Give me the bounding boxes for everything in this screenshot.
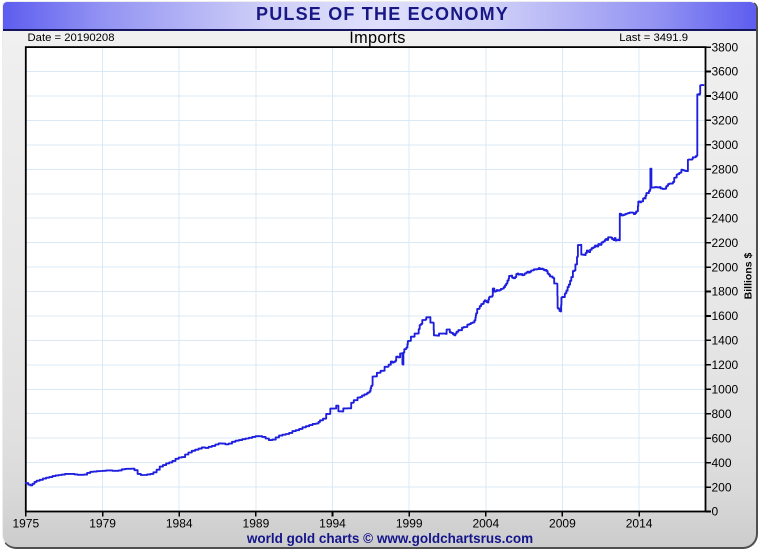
svg-text:800: 800 (712, 407, 732, 421)
svg-text:1999: 1999 (396, 517, 423, 531)
svg-text:2004: 2004 (472, 517, 499, 531)
svg-text:2400: 2400 (712, 211, 739, 225)
svg-text:Billions $: Billions $ (743, 253, 755, 300)
svg-text:1975: 1975 (12, 517, 39, 531)
svg-text:600: 600 (712, 431, 732, 445)
svg-text:2000: 2000 (712, 260, 739, 274)
svg-text:2009: 2009 (549, 517, 576, 531)
svg-text:1800: 1800 (712, 285, 739, 299)
svg-text:400: 400 (712, 456, 732, 470)
svg-text:1400: 1400 (712, 334, 739, 348)
svg-text:1200: 1200 (712, 358, 739, 372)
svg-text:3200: 3200 (712, 114, 739, 128)
svg-text:2800: 2800 (712, 163, 739, 177)
svg-text:3800: 3800 (712, 40, 739, 54)
svg-text:1994: 1994 (319, 517, 346, 531)
svg-text:3000: 3000 (712, 138, 739, 152)
svg-text:1600: 1600 (712, 309, 739, 323)
svg-text:2200: 2200 (712, 236, 739, 250)
svg-text:3600: 3600 (712, 65, 739, 79)
svg-text:1979: 1979 (89, 517, 116, 531)
svg-text:1989: 1989 (243, 517, 270, 531)
svg-text:3400: 3400 (712, 89, 739, 103)
svg-text:1000: 1000 (712, 383, 739, 397)
svg-text:0: 0 (712, 505, 719, 519)
svg-text:1984: 1984 (166, 517, 193, 531)
svg-text:2014: 2014 (626, 517, 653, 531)
svg-text:200: 200 (712, 480, 732, 494)
svg-text:2600: 2600 (712, 187, 739, 201)
